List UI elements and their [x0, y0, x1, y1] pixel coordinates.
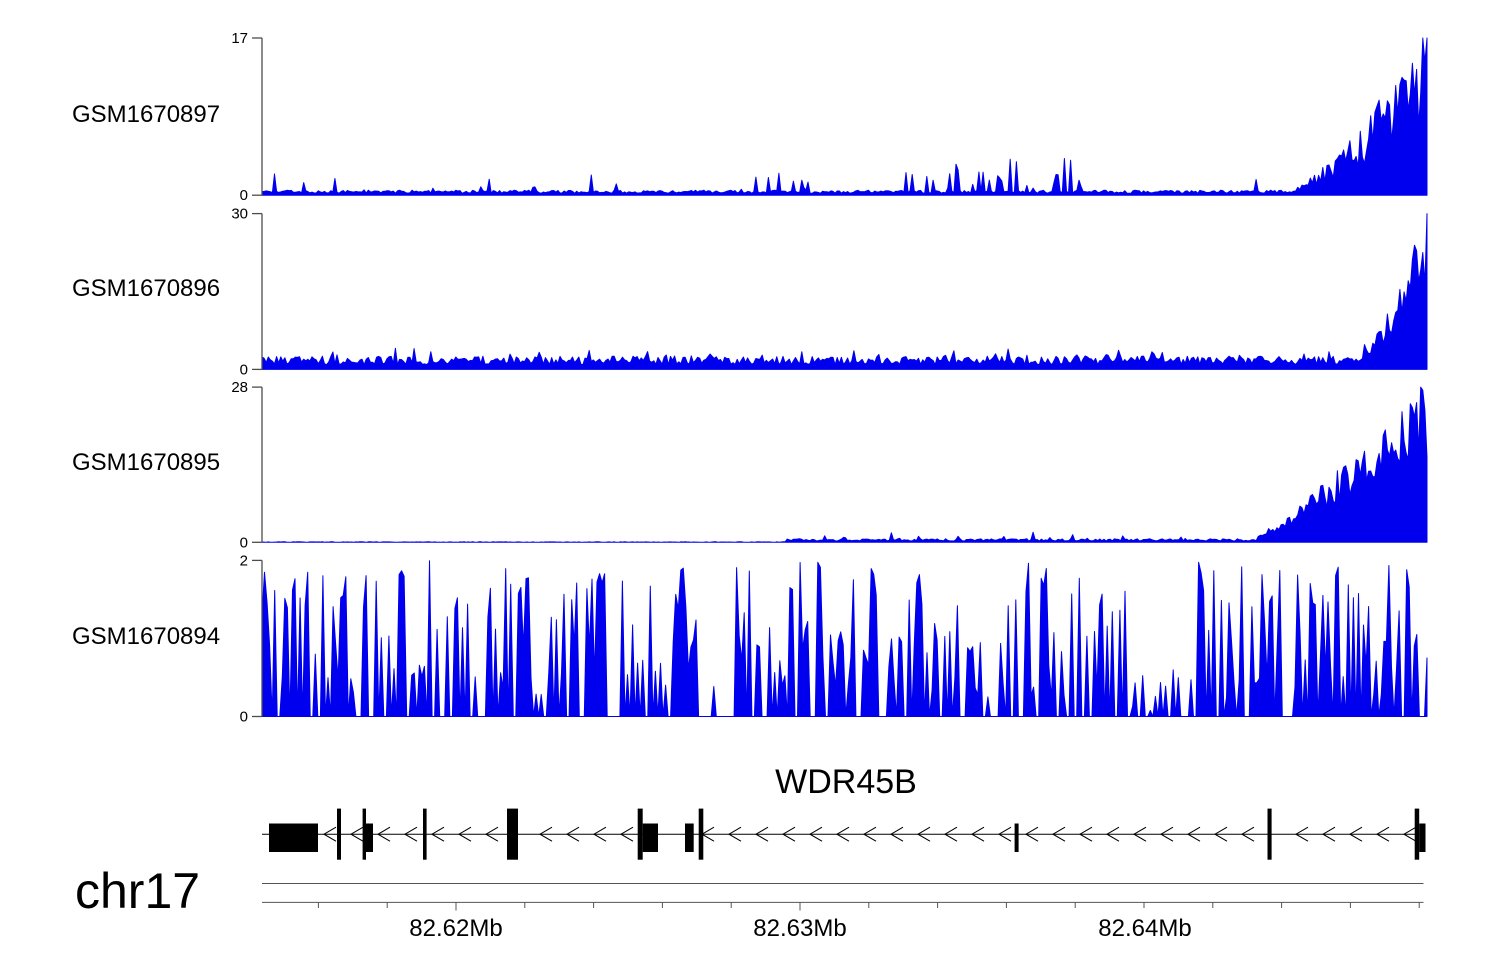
svg-text:WDR45B: WDR45B	[775, 763, 917, 801]
svg-text:0: 0	[240, 361, 248, 378]
svg-text:0: 0	[240, 187, 248, 204]
svg-text:chr17: chr17	[75, 863, 200, 919]
svg-text:30: 30	[231, 206, 248, 223]
svg-text:0: 0	[240, 709, 248, 726]
svg-text:17: 17	[231, 30, 248, 47]
svg-text:2: 2	[240, 552, 248, 569]
svg-text:28: 28	[231, 379, 248, 396]
svg-text:GSM1670894: GSM1670894	[72, 623, 220, 650]
svg-text:82.64Mb: 82.64Mb	[1098, 915, 1191, 942]
svg-text:GSM1670897: GSM1670897	[72, 101, 220, 128]
svg-text:0: 0	[240, 534, 248, 551]
svg-text:GSM1670896: GSM1670896	[72, 275, 220, 302]
svg-text:GSM1670895: GSM1670895	[72, 449, 220, 476]
svg-text:82.63Mb: 82.63Mb	[753, 915, 846, 942]
svg-text:82.62Mb: 82.62Mb	[409, 915, 502, 942]
